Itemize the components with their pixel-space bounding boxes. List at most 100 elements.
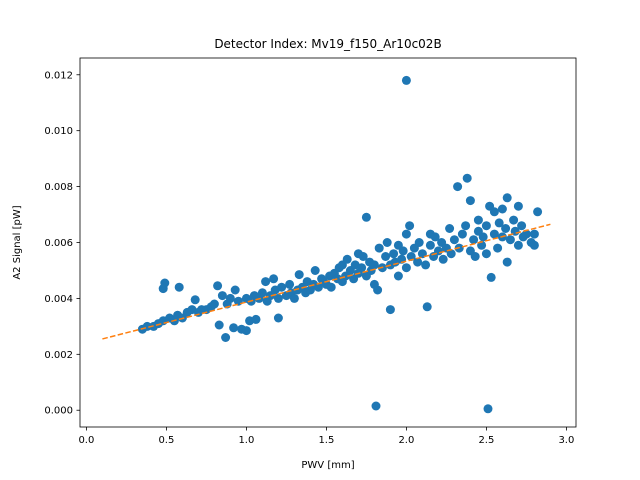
data-point [389, 249, 399, 259]
x-tick-label: 1.0 [238, 435, 254, 446]
y-axis-title: A2 Signal [pW] [12, 205, 23, 279]
data-point [373, 285, 383, 295]
chart-title: Detector Index: Mv19_f150_Ar10c02B [214, 37, 441, 51]
data-point [430, 232, 440, 242]
data-point [382, 238, 392, 247]
fit-line-group [102, 223, 551, 340]
data-point [371, 401, 381, 411]
data-point [461, 221, 471, 231]
data-point [225, 293, 235, 303]
data-point [277, 282, 287, 292]
data-point [421, 260, 431, 270]
data-point [521, 229, 531, 239]
data-point [257, 288, 267, 298]
y-tick-label: 0.008 [44, 182, 73, 193]
data-point [497, 204, 507, 214]
x-tick-label: 2.0 [398, 435, 414, 446]
data-point [513, 240, 523, 250]
y-axis: 0.000 0.002 0.004 0.006 0.008 0.010 0.012 [44, 70, 80, 417]
data-point [294, 270, 304, 280]
data-point [453, 182, 463, 192]
data-point [214, 320, 224, 330]
data-point [473, 215, 483, 225]
data-point [401, 229, 411, 239]
data-point [445, 224, 455, 233]
data-point [481, 249, 491, 259]
data-point [414, 238, 424, 247]
data-point [221, 333, 231, 342]
data-point [385, 305, 395, 315]
data-point [465, 196, 475, 206]
data-point [269, 274, 279, 284]
data-point [230, 285, 240, 295]
y-tick-label: 0.006 [44, 238, 73, 249]
data-point [483, 404, 493, 414]
data-point [469, 235, 479, 245]
data-point [493, 243, 503, 253]
data-point [462, 173, 472, 183]
data-point [160, 278, 170, 288]
data-point [381, 252, 391, 261]
x-tick-label: 1.5 [318, 435, 334, 446]
fit-line [102, 223, 551, 340]
data-point [273, 293, 283, 303]
data-point [241, 326, 251, 336]
data-point [213, 281, 223, 291]
data-point [446, 249, 456, 259]
data-point [501, 224, 511, 233]
x-tick-label: 2.5 [478, 435, 494, 446]
plot-frame [79, 57, 577, 428]
data-point [209, 299, 219, 309]
data-point [174, 282, 184, 292]
x-tick-label: 0.5 [158, 435, 174, 446]
data-point [326, 282, 336, 292]
y-tick-label: 0.002 [44, 350, 73, 361]
data-point [358, 252, 368, 261]
y-tick-label: 0.012 [44, 70, 73, 81]
data-point [422, 302, 432, 312]
data-point [489, 229, 499, 239]
data-point [494, 218, 504, 228]
data-point [425, 240, 435, 250]
data-point [502, 257, 512, 267]
data-point [217, 291, 227, 301]
data-point [310, 266, 320, 275]
data-point [190, 295, 200, 305]
data-point [357, 263, 367, 273]
data-point [273, 313, 283, 323]
data-point [342, 254, 352, 264]
data-point [502, 193, 512, 203]
data-point [393, 271, 403, 281]
x-axis-title: PWV [mm] [301, 460, 354, 471]
data-point [478, 232, 488, 242]
x-axis: 0.0 0.5 1.0 1.5 2.0 2.5 3.0 [78, 427, 574, 446]
data-point [457, 229, 467, 239]
data-point [251, 314, 261, 324]
scatter-points [137, 75, 543, 414]
data-point [413, 257, 423, 267]
data-point [369, 260, 379, 270]
data-point [533, 207, 543, 217]
data-point [398, 246, 408, 256]
data-point [509, 215, 519, 225]
data-point [517, 221, 527, 231]
data-point [229, 323, 239, 333]
x-tick-label: 3.0 [558, 435, 574, 446]
data-point [486, 272, 496, 282]
data-point [529, 229, 539, 239]
data-point [401, 263, 411, 273]
y-tick-label: 0.004 [44, 294, 73, 305]
data-point [470, 252, 480, 261]
data-point [405, 221, 415, 231]
data-point [449, 235, 459, 245]
data-point [401, 75, 411, 85]
y-tick-label: 0.010 [44, 126, 73, 137]
data-point [438, 254, 448, 264]
data-point [374, 243, 384, 253]
data-point [513, 201, 523, 211]
data-point [361, 212, 371, 222]
data-point [505, 235, 515, 245]
x-tick-label: 0.0 [78, 435, 94, 446]
data-point [285, 279, 295, 289]
